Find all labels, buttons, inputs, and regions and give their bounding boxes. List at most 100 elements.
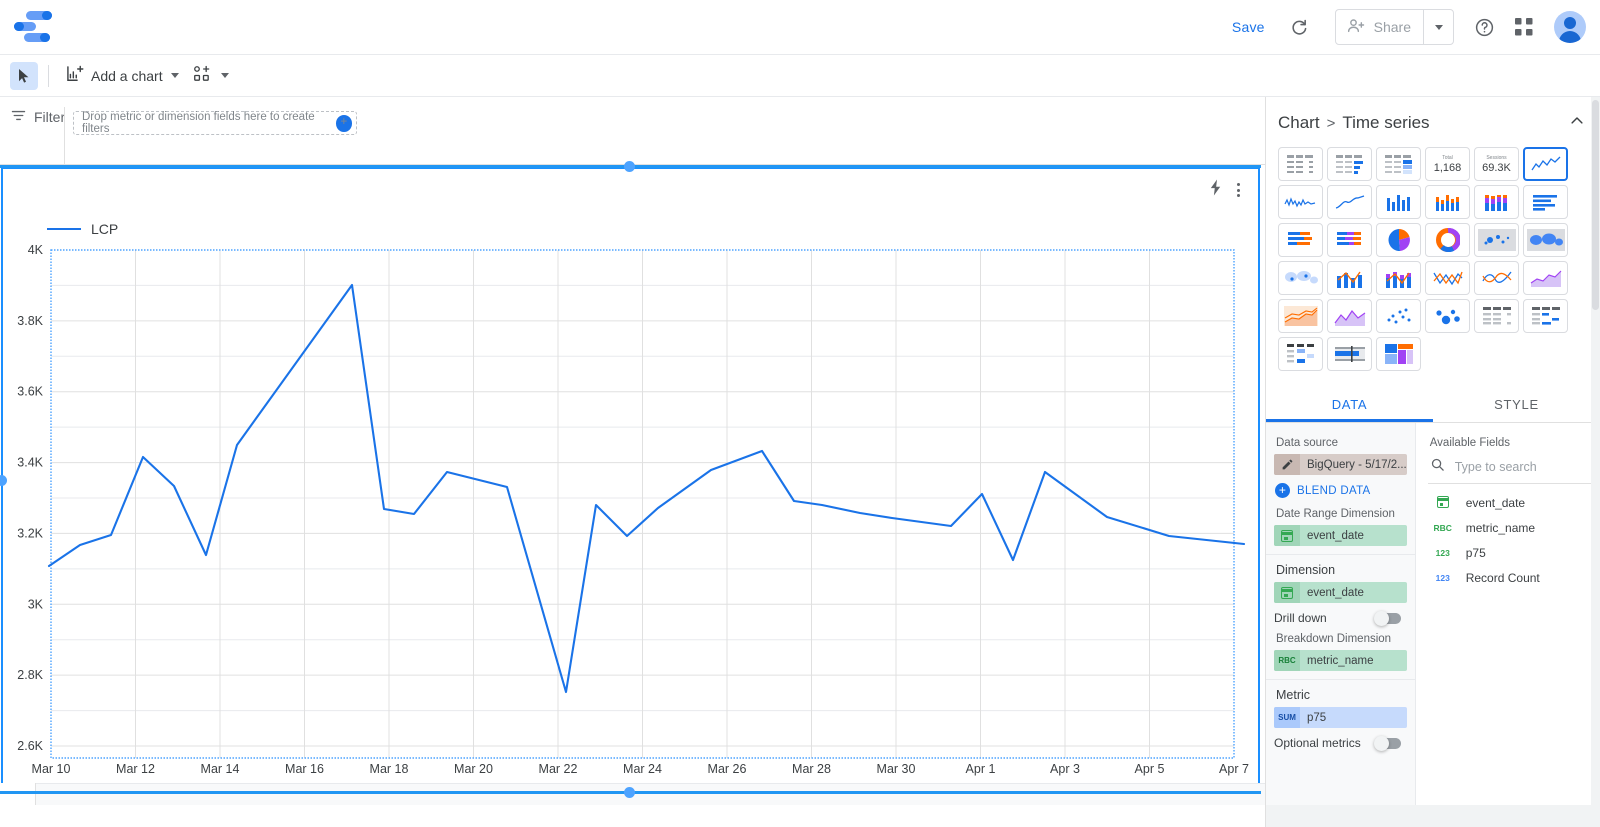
add-filter-button[interactable]: + [335,114,352,132]
report-canvas: LCP Mar 10 Mar 12 Mar 14 Mar 16 Mar 18 Mar 20… [0,161,1265,805]
chart-type-sparkline[interactable] [1278,185,1323,219]
svg-text:3.6K: 3.6K [17,385,43,399]
select-arrow-icon[interactable] [10,61,38,90]
chart-type-table-heatmap[interactable] [1376,147,1421,181]
metric-aggregation-badge: SUM [1274,707,1300,728]
add-a-chart-button[interactable]: Add a chart [59,61,185,91]
apps-grid-icon[interactable] [1504,7,1544,47]
more-options-icon[interactable] [1237,183,1240,197]
chart-type-bubble-map[interactable] [1474,223,1519,257]
legend-label: LCP [91,221,119,237]
scorecard-sessions-label: Sessions [1486,154,1507,161]
properties-panel: Chart > Time series Total 1,168 S [1265,97,1600,827]
time-series-chart-card[interactable]: LCP Mar 10 Mar 12 Mar 14 Mar 16 Mar 18 Mar 20… [1,167,1260,792]
breakdown-dimension-chip[interactable]: RBC metric_name [1274,650,1407,671]
canvas-corner-box [0,783,36,805]
blend-data-button[interactable]: + BLEND DATA [1275,483,1407,498]
field-search-input[interactable] [1454,460,1600,474]
chart-type-scatter[interactable] [1376,299,1421,333]
chart-type-bar[interactable] [1523,185,1568,219]
chart-type-picker: Total 1,168 Sessions 69.3K [1266,143,1600,379]
data-config-column: Data source BigQuery - 5/17/2... + BLEND… [1266,423,1416,827]
dimension-label: Dimension [1276,563,1336,577]
account-avatar[interactable] [1554,11,1586,43]
panel-scrollbar-track[interactable] [1591,97,1600,827]
refresh-icon[interactable] [1279,7,1319,47]
add-control-icon [191,64,213,87]
filter-dropzone-panel: Drop metric or dimension fields here to … [64,107,1265,165]
collapse-panel-icon[interactable] [1568,112,1586,135]
add-a-control-button[interactable] [185,61,235,91]
chart-type-stacked-column[interactable] [1425,185,1470,219]
help-icon[interactable] [1464,7,1504,47]
breadcrumb-root[interactable]: Chart [1278,113,1320,132]
chevron-down-icon [220,73,229,78]
svg-text:Mar 20: Mar 20 [454,762,493,776]
svg-text:Apr 5: Apr 5 [1135,762,1165,776]
metric-chip[interactable]: SUM p75 [1274,707,1407,728]
tab-data[interactable]: DATA [1266,385,1433,422]
chart-type-multi-line[interactable] [1425,261,1470,295]
chart-type-time-series-selected[interactable] [1523,147,1568,181]
chart-type-combo[interactable] [1327,261,1372,295]
svg-text:2.6K: 2.6K [17,739,43,753]
share-label: Share [1373,19,1411,35]
looker-studio-logo-icon[interactable] [14,9,54,45]
chart-type-stacked-area-purple[interactable] [1327,299,1372,333]
chart-type-scorecard-compare[interactable]: Sessions 69.3K [1474,147,1519,181]
svg-text:Mar 28: Mar 28 [792,762,831,776]
field-metric-name[interactable]: RBC metric_name [1428,515,1600,540]
chart-type-bullet[interactable] [1327,337,1372,371]
chart-type-pivot-table[interactable] [1474,299,1519,333]
selection-handle-left-middle[interactable] [0,475,7,486]
chart-type-stacked-bar-multi[interactable] [1327,223,1372,257]
chart-type-pie[interactable] [1376,223,1421,257]
field-event-date[interactable]: event_date [1428,490,1600,515]
share-control: Share [1334,9,1454,45]
chart-type-stacked-area[interactable] [1278,299,1323,333]
chart-type-geo-map[interactable] [1278,261,1323,295]
share-dropdown-button[interactable] [1423,10,1453,44]
svg-text:2.8K: 2.8K [17,668,43,682]
share-button[interactable]: Share [1336,10,1423,44]
svg-text:Mar 24: Mar 24 [623,762,662,776]
field-record-count[interactable]: 123 Record Count [1428,565,1600,590]
optional-metrics-toggle[interactable] [1373,735,1401,751]
chart-type-smooth-multi-line[interactable] [1474,261,1519,295]
chart-legend: LCP [47,221,118,237]
chart-type-area[interactable] [1523,261,1568,295]
selection-handle-top-center[interactable] [624,161,635,172]
data-source-chip[interactable]: BigQuery - 5/17/2... [1274,454,1407,475]
available-fields-column: Available Fields event_date RBC metric_n… [1415,423,1600,827]
chart-type-bubble[interactable] [1425,299,1470,333]
chart-type-stacked-column-multi[interactable] [1474,185,1519,219]
chart-type-stacked-bar[interactable] [1278,223,1323,257]
chart-type-treemap[interactable] [1376,337,1421,371]
dimension-value: event_date [1307,586,1364,599]
chart-type-filled-map[interactable] [1523,223,1568,257]
selection-handle-bottom-center[interactable] [624,787,635,798]
chart-type-table[interactable] [1278,147,1323,181]
number-type-icon: 123 [1435,547,1450,558]
chart-type-combo-stacked[interactable] [1376,261,1421,295]
chart-type-table-bars[interactable] [1327,147,1372,181]
dimension-chip[interactable]: event_date [1274,582,1407,603]
chart-type-smoothed-line[interactable] [1327,185,1372,219]
lightning-icon[interactable] [1208,179,1223,201]
chart-type-column[interactable] [1376,185,1421,219]
drill-down-toggle[interactable] [1373,610,1401,626]
filter-dropzone[interactable]: Drop metric or dimension fields here to … [73,111,357,135]
svg-text:3K: 3K [28,597,44,611]
chevron-down-icon [1434,24,1443,30]
save-button[interactable]: Save [1218,11,1279,43]
date-range-dimension-chip[interactable]: event_date [1274,525,1407,546]
panel-scrollbar-thumb[interactable] [1592,100,1599,310]
chart-type-pivot-table-bars[interactable] [1523,299,1568,333]
add-chart-icon [65,64,85,87]
field-p75[interactable]: 123 p75 [1428,540,1600,565]
chart-type-scorecard[interactable]: Total 1,168 [1425,147,1470,181]
chart-type-donut[interactable] [1425,223,1470,257]
chart-type-pivot-heatmap[interactable] [1278,337,1323,371]
breakdown-dimension-value: metric_name [1307,654,1374,667]
tab-style[interactable]: STYLE [1494,397,1539,412]
